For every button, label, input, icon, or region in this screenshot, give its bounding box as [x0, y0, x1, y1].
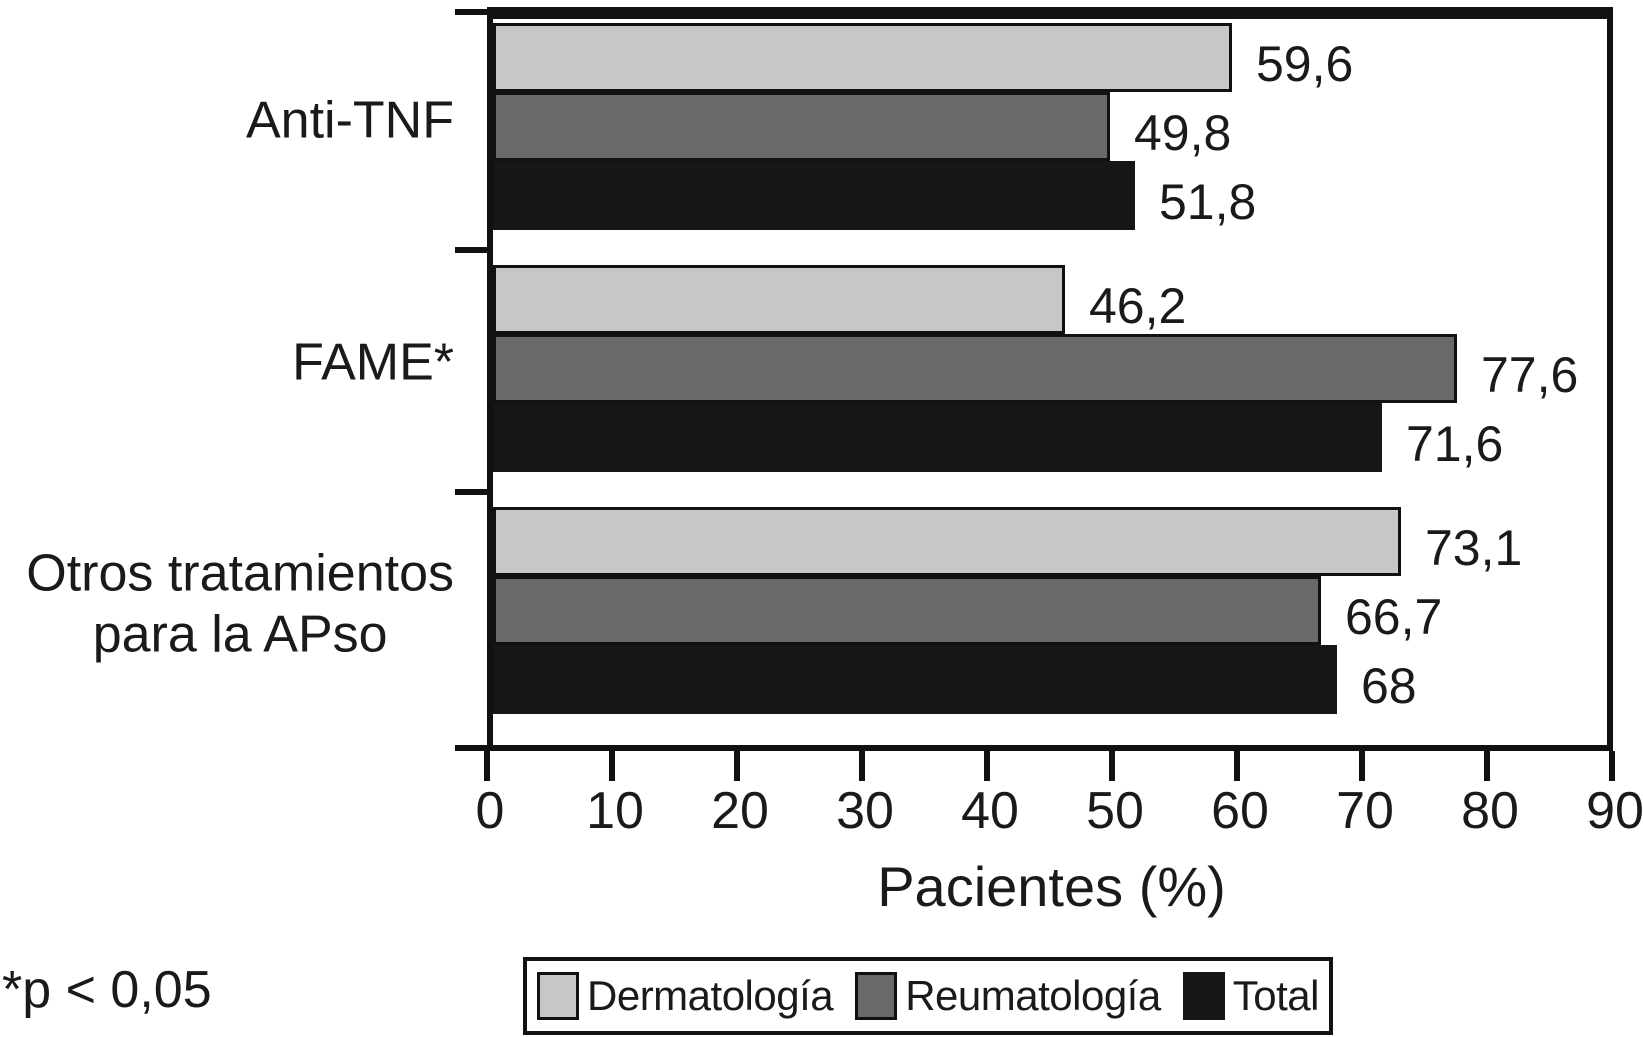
category-label-fame: FAME* — [0, 332, 460, 393]
x-axis-title: Pacientes (%) — [877, 855, 1226, 918]
x-axis-tick — [1609, 751, 1615, 781]
bar-reumatologia-fame — [493, 334, 1457, 403]
category-label-otros-tratamientos: Otros tratamientos para la APso — [0, 543, 460, 666]
value-label-dermatologia-anti-tnf: 59,6 — [1256, 35, 1354, 92]
bar-total-fame — [493, 403, 1382, 472]
legend-swatch-reumatologia — [855, 972, 898, 1020]
x-axis-tick — [734, 751, 740, 781]
x-axis-tick — [484, 751, 490, 781]
x-axis-tick-label-0: 0 — [475, 782, 505, 840]
y-axis-tick — [455, 9, 488, 15]
bar-total-anti-tnf — [493, 161, 1135, 230]
value-label-total-anti-tnf: 51,8 — [1159, 173, 1257, 230]
bar-dermatologia-anti-tnf — [493, 23, 1232, 92]
significance-footnote: *p < 0,05 — [2, 961, 212, 1019]
x-axis-tick-label-40: 40 — [961, 782, 1019, 840]
category-label-text: FAME* — [292, 332, 454, 391]
bar-dermatologia-fame — [493, 265, 1065, 334]
legend-item-reumatologia: Reumatología — [855, 972, 1161, 1020]
category-label-text: Otros tratamientos para la APso — [26, 544, 454, 664]
x-axis-tick — [859, 751, 865, 781]
bar-reumatologia-otros-tratamientos — [493, 576, 1321, 645]
value-label-dermatologia-fame: 46,2 — [1089, 277, 1187, 334]
x-axis-tick — [1359, 751, 1365, 781]
bar-reumatologia-anti-tnf — [493, 92, 1110, 161]
legend-label-reumatologia: Reumatología — [905, 972, 1161, 1019]
x-axis-tick-label-80: 80 — [1461, 782, 1519, 840]
value-label-total-otros-tratamientos: 68 — [1361, 657, 1417, 714]
x-axis-tick — [1484, 751, 1490, 781]
y-axis-tick — [455, 745, 488, 751]
x-axis-tick — [1109, 751, 1115, 781]
x-axis-tick — [984, 751, 990, 781]
bar-total-otros-tratamientos — [493, 645, 1337, 714]
legend-item-total: Total — [1182, 972, 1320, 1020]
legend-box: Dermatología Reumatología Total — [523, 957, 1333, 1035]
value-label-reumatologia-fame: 77,6 — [1481, 346, 1579, 403]
x-axis-tick-label-90: 90 — [1586, 782, 1643, 840]
legend-swatch-total — [1182, 972, 1225, 1020]
value-label-reumatologia-anti-tnf: 49,8 — [1134, 104, 1232, 161]
x-axis-tick-label-50: 50 — [1086, 782, 1144, 840]
y-axis-tick — [455, 247, 488, 253]
category-label-text: Anti-TNF — [246, 90, 454, 149]
x-axis-tick — [1234, 751, 1240, 781]
x-axis-tick-label-60: 60 — [1211, 782, 1269, 840]
legend-item-dermatologia: Dermatología — [537, 972, 834, 1020]
x-axis-tick — [609, 751, 615, 781]
value-label-dermatologia-otros-tratamientos: 73,1 — [1425, 519, 1523, 576]
x-axis-tick-label-10: 10 — [586, 782, 644, 840]
value-label-reumatologia-otros-tratamientos: 66,7 — [1345, 588, 1443, 645]
category-label-anti-tnf: Anti-TNF — [0, 90, 460, 151]
x-axis-tick-label-70: 70 — [1336, 782, 1394, 840]
legend-label-dermatologia: Dermatología — [587, 972, 834, 1019]
x-axis-tick-label-20: 20 — [711, 782, 769, 840]
value-label-total-fame: 71,6 — [1406, 415, 1504, 472]
legend-swatch-dermatologia — [537, 972, 579, 1020]
legend-label-total: Total — [1232, 972, 1320, 1019]
bar-dermatologia-otros-tratamientos — [493, 507, 1401, 576]
x-axis-tick-label-30: 30 — [836, 782, 894, 840]
y-axis-tick — [455, 489, 488, 495]
